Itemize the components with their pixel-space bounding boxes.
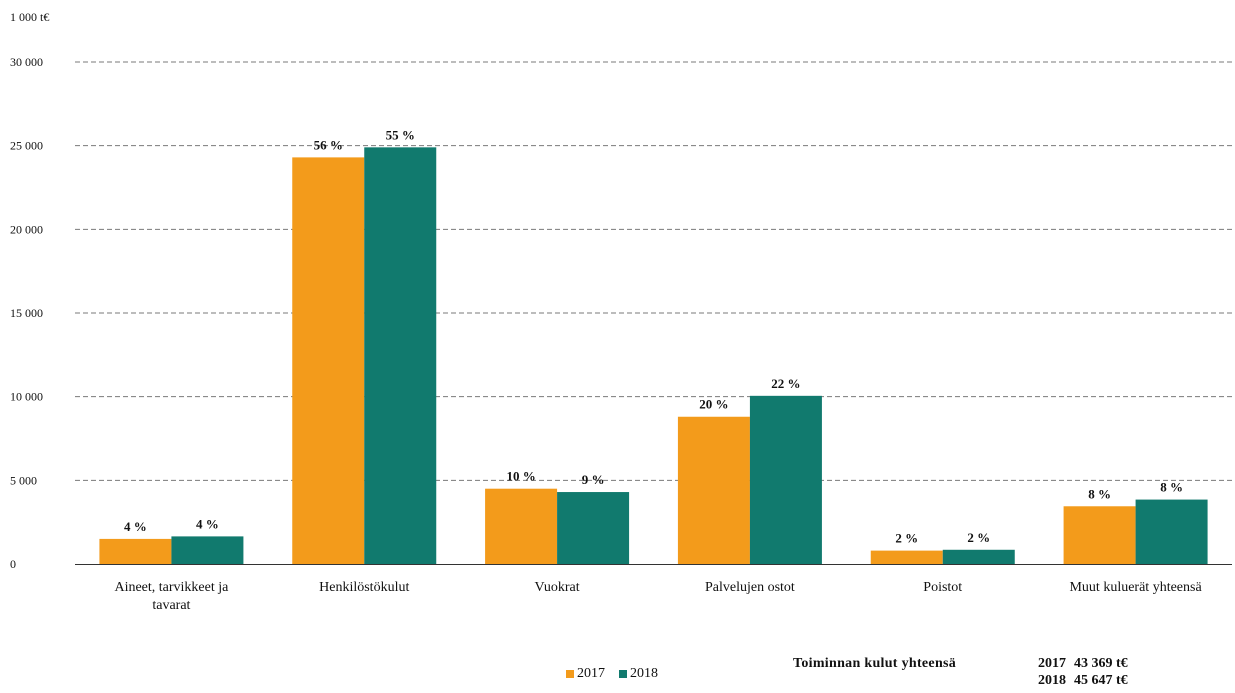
bars xyxy=(99,147,1208,564)
x-tick-label: Muut kuluerät yhteensä xyxy=(1069,580,1202,595)
data-label: 2 % xyxy=(967,530,990,545)
legend-swatch-2017 xyxy=(566,670,574,678)
data-label: 56 % xyxy=(314,137,343,152)
bar-2017-5 xyxy=(870,550,943,564)
x-tick-label: Palvelujen ostot xyxy=(705,580,795,595)
y-axis-ticks: 0 5 000 10 000 15 000 20 000 25 000 30 000 xyxy=(10,55,43,571)
totals-row-2018: 2018 45 647 t€ xyxy=(1038,672,1128,689)
data-label: 2 % xyxy=(895,531,918,546)
x-tick-label: Aineet, tarvikkeet ja tavarat xyxy=(114,580,229,613)
totals-row-2017: 2017 43 369 t€ xyxy=(1038,655,1128,672)
y-tick-label: 20 000 xyxy=(10,222,43,236)
data-label: 22 % xyxy=(771,376,800,391)
data-label: 4 % xyxy=(124,519,147,534)
legend-item-2017: 2017 xyxy=(566,666,605,682)
data-label: 20 % xyxy=(699,397,728,412)
totals-value: 43 369 t€ xyxy=(1074,656,1128,671)
y-tick-label: 5 000 xyxy=(10,473,37,487)
bar-2018-6 xyxy=(1135,499,1208,564)
legend-item-2018: 2018 xyxy=(619,666,658,682)
y-tick-label: 15 000 xyxy=(10,306,43,320)
bar-2017-1 xyxy=(99,538,172,564)
y-tick-label: 0 xyxy=(10,557,16,571)
y-tick-label: 10 000 xyxy=(10,390,43,404)
legend-swatch-2018 xyxy=(619,670,627,678)
legend: 2017 2018 xyxy=(566,666,672,682)
data-label: 8 % xyxy=(1088,486,1111,501)
bar-2018-4 xyxy=(749,395,822,564)
data-label: 4 % xyxy=(196,516,219,531)
y-tick-label: 30 000 xyxy=(10,55,43,69)
data-label: 10 % xyxy=(506,469,535,484)
totals-label: Toiminnan kulut yhteensä xyxy=(793,656,957,671)
data-label: 9 % xyxy=(582,472,605,487)
bar-2017-3 xyxy=(485,488,558,564)
bar-2018-5 xyxy=(942,549,1015,564)
x-tick-label: Vuokrat xyxy=(535,580,580,595)
bar-2018-2 xyxy=(364,147,437,564)
bar-2017-2 xyxy=(292,157,365,564)
legend-label-2018: 2018 xyxy=(630,666,658,681)
bar-2017-4 xyxy=(677,416,750,564)
totals-value: 45 647 t€ xyxy=(1074,673,1128,688)
x-tick-label: Poistot xyxy=(923,580,962,595)
y-axis-unit-label: 1 000 t€ xyxy=(10,10,50,24)
legend-label-2017: 2017 xyxy=(577,666,605,681)
gridlines xyxy=(75,61,1232,481)
data-label: 55 % xyxy=(386,127,415,142)
y-tick-label: 25 000 xyxy=(10,139,43,153)
data-label: 8 % xyxy=(1160,480,1183,495)
data-labels: 4 % 4 % 56 % 55 % 10 % 9 % 20 % 22 % 2 % 2 % 8 % 8 … xyxy=(124,127,1183,545)
bar-2018-1 xyxy=(171,536,244,564)
x-tick-label: Henkilöstökulut xyxy=(319,580,409,595)
bar-2018-3 xyxy=(557,492,630,564)
bar-2017-6 xyxy=(1063,506,1136,564)
totals-year: 2017 xyxy=(1038,656,1066,671)
x-axis-labels: Aineet, tarvikkeet ja tavarat Henkilöstöku… xyxy=(114,580,1202,613)
totals-year: 2018 xyxy=(1038,673,1066,688)
